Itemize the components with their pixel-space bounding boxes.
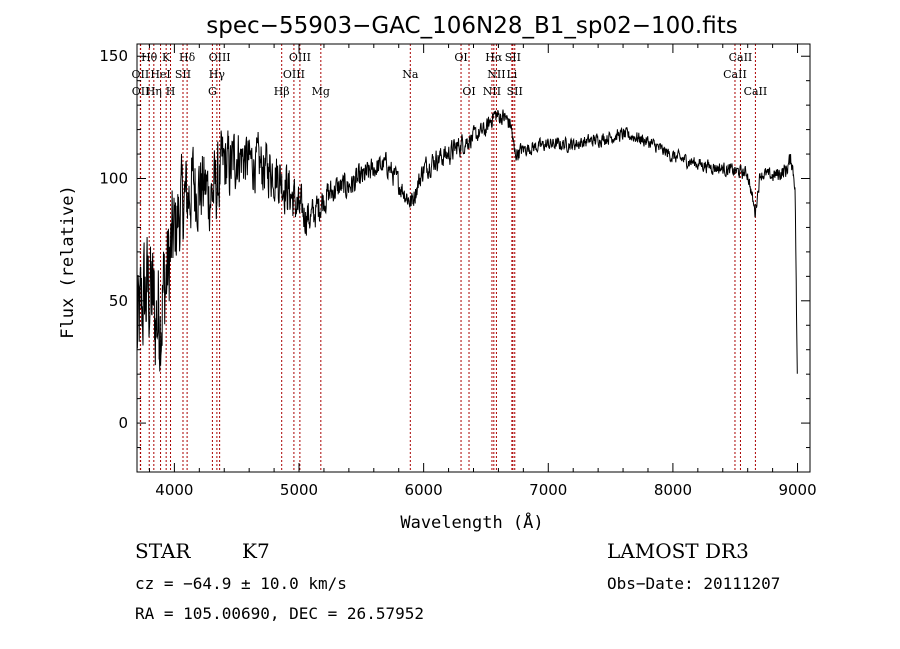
- object-subclass: K7: [242, 539, 270, 563]
- spectral-line-markers: [139, 44, 756, 472]
- spectral-line-label: Hθ: [141, 51, 158, 64]
- spectral-line-label: Hβ: [274, 85, 290, 98]
- spectral-line-label: G: [208, 85, 217, 98]
- plot-frame: [136, 43, 811, 473]
- spectral-line-label: Mg: [312, 85, 330, 98]
- spectral-line-label: Hγ: [209, 68, 226, 81]
- coordinates: RA = 105.00690, DEC = 26.57952: [135, 604, 424, 623]
- spectral-line-label: OI: [462, 85, 475, 98]
- spectral-line-label: NII: [483, 85, 501, 98]
- redshift-velocity: cz = −64.9 ± 10.0 km/s: [135, 574, 347, 593]
- y-axis-label: Flux (relative): [58, 185, 78, 339]
- spectral-line-label: Li: [506, 68, 517, 81]
- spectral-line-label: OIII: [289, 51, 311, 64]
- spectral-line-label: OIII: [209, 51, 231, 64]
- y-tick-label: 50: [109, 292, 128, 310]
- y-axis-ticks: 0 50 100 150: [99, 47, 810, 449]
- spectral-line-label: Hη: [146, 85, 162, 98]
- y-tick-label: 100: [99, 170, 128, 188]
- spectral-line-label: SII: [505, 51, 521, 64]
- y-tick-label: 150: [99, 47, 128, 65]
- spectral-line-label: OII: [132, 68, 150, 81]
- spectral-line-label: NII: [487, 68, 505, 81]
- spectral-line-label: K: [162, 51, 171, 64]
- x-tick-label: 8000: [654, 481, 692, 499]
- spectrum-line: [136, 109, 798, 374]
- spectral-line-label: OI: [454, 51, 467, 64]
- spectral-line-label: HeI: [150, 68, 170, 81]
- object-class: STAR: [135, 539, 191, 563]
- survey-name: LAMOST DR3: [607, 539, 749, 563]
- x-tick-label: 6000: [405, 481, 443, 499]
- x-tick-label: 5000: [280, 481, 318, 499]
- x-axis-ticks: 4000 5000 6000 7000 8000 9000: [148, 44, 817, 499]
- x-tick-label: 4000: [155, 481, 193, 499]
- spectral-line-label: Hδ: [179, 51, 196, 64]
- x-tick-label: 7000: [529, 481, 567, 499]
- spectral-line-label: CaII: [723, 68, 747, 81]
- spectral-line-label: CaII: [729, 51, 753, 64]
- spectral-line-label: SII: [507, 85, 523, 98]
- observation-date: Obs−Date: 20111207: [607, 574, 781, 593]
- spectral-line-label: H: [166, 85, 176, 98]
- spectral-line-label: SII: [175, 68, 191, 81]
- spectral-line-label: Na: [402, 68, 419, 81]
- spectral-line-label: OII: [132, 85, 150, 98]
- x-tick-label: 9000: [778, 481, 816, 499]
- spectral-line-label: OIII: [283, 68, 305, 81]
- x-axis-label: Wavelength (Å): [400, 511, 543, 533]
- chart-title: spec−55903−GAC_106N28_B1_sp02−100.fits: [206, 13, 737, 39]
- y-tick-label: 0: [118, 414, 128, 432]
- spectral-line-label: CaII: [744, 85, 768, 98]
- spectral-line-label: Hα: [485, 51, 503, 64]
